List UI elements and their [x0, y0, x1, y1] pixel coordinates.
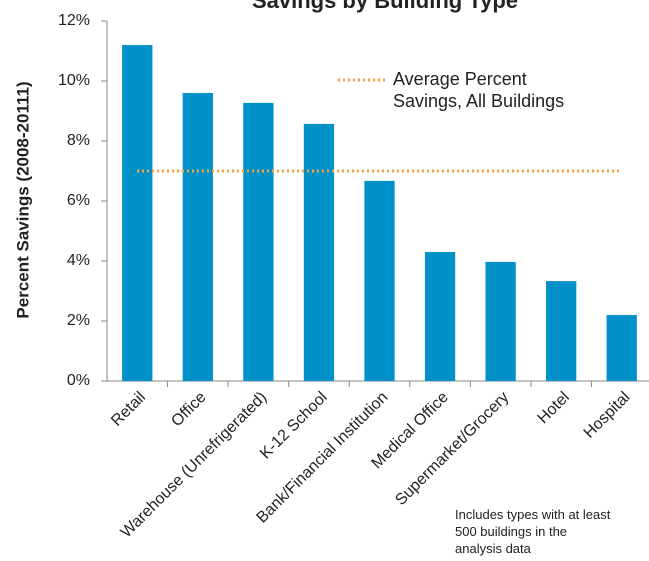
chart-title: Savings by Building Type: [252, 0, 518, 13]
bar: [606, 315, 637, 381]
bar: [243, 102, 274, 382]
x-tick-label: Office: [168, 389, 209, 430]
bar: [182, 93, 213, 381]
x-tick-label: Hospital: [581, 389, 634, 442]
x-tick-label: Hotel: [535, 389, 573, 427]
bar: [122, 45, 153, 381]
y-tick-label: 12%: [58, 12, 90, 29]
y-tick-label: 0%: [67, 372, 90, 389]
bar: [546, 281, 577, 381]
y-tick-label: 2%: [67, 312, 90, 329]
y-tick-label: 8%: [67, 132, 90, 149]
bar: [364, 180, 395, 381]
y-tick-label: 10%: [58, 72, 90, 89]
bar: [485, 261, 516, 381]
bar: [303, 123, 335, 382]
y-tick-label: 6%: [67, 192, 90, 209]
bar: [424, 252, 456, 381]
legend-label: Average Percent Savings, All Buildings: [393, 69, 565, 111]
annotation: Includes types with at least 500 buildin…: [455, 507, 611, 556]
x-tick-label: Supermarket/Grocery: [392, 389, 512, 509]
y-tick-label: 4%: [67, 252, 90, 269]
y-axis-label: Percent Savings (2008-20111): [13, 81, 32, 318]
x-tick-label: Retail: [108, 389, 149, 430]
